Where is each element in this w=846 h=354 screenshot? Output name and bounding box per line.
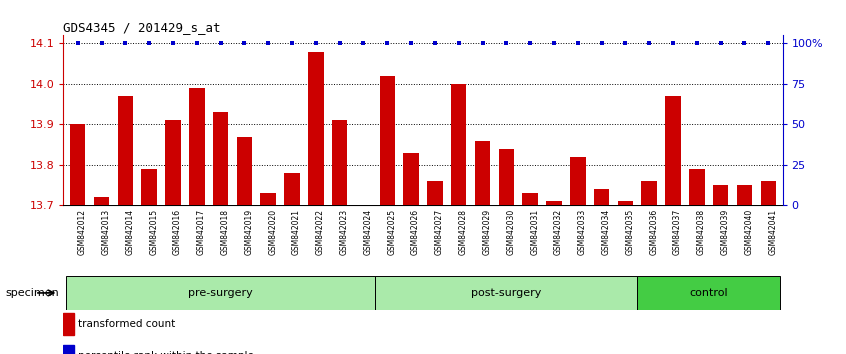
Text: GSM842041: GSM842041 (768, 209, 777, 255)
Text: GSM842025: GSM842025 (387, 209, 396, 255)
Bar (761, 181, 776, 205)
Bar (618, 201, 633, 205)
Bar (665, 96, 681, 205)
Bar (213, 112, 228, 205)
Bar (404, 153, 419, 205)
Bar (427, 181, 442, 205)
Text: GSM842033: GSM842033 (578, 209, 587, 255)
Text: GSM842039: GSM842039 (721, 209, 729, 255)
Bar (94, 197, 109, 205)
Bar (713, 185, 728, 205)
Bar (641, 181, 657, 205)
Text: specimen: specimen (5, 288, 59, 298)
Bar (237, 137, 252, 205)
Bar (66, 276, 376, 310)
Bar (118, 96, 133, 205)
Text: GSM842022: GSM842022 (316, 209, 325, 255)
Bar (376, 276, 637, 310)
Bar (332, 120, 348, 205)
Text: GSM842018: GSM842018 (221, 209, 229, 255)
Bar (189, 88, 205, 205)
Text: percentile rank within the sample: percentile rank within the sample (78, 351, 254, 354)
Text: GSM842038: GSM842038 (697, 209, 706, 255)
Bar (380, 76, 395, 205)
Text: GSM842037: GSM842037 (673, 209, 682, 255)
Bar (594, 189, 609, 205)
Text: GSM842024: GSM842024 (364, 209, 372, 255)
Bar (475, 141, 491, 205)
Bar (141, 169, 157, 205)
Bar (308, 52, 323, 205)
Text: GSM842014: GSM842014 (125, 209, 135, 255)
Text: GSM842027: GSM842027 (435, 209, 444, 255)
Text: post-surgery: post-surgery (471, 288, 541, 298)
Text: GSM842031: GSM842031 (530, 209, 539, 255)
Text: pre-surgery: pre-surgery (188, 288, 253, 298)
Bar (689, 169, 705, 205)
Bar (523, 193, 538, 205)
Bar (570, 157, 585, 205)
Bar (637, 276, 780, 310)
Text: GSM842016: GSM842016 (173, 209, 182, 255)
Text: GSM842026: GSM842026 (411, 209, 420, 255)
Text: GSM842023: GSM842023 (339, 209, 349, 255)
Text: GSM842029: GSM842029 (482, 209, 492, 255)
Text: control: control (689, 288, 728, 298)
Text: GSM842019: GSM842019 (244, 209, 254, 255)
Bar (737, 185, 752, 205)
Text: GSM842015: GSM842015 (149, 209, 158, 255)
Bar (70, 124, 85, 205)
Bar (261, 193, 276, 205)
Text: GSM842017: GSM842017 (197, 209, 206, 255)
Text: GSM842040: GSM842040 (744, 209, 754, 255)
Text: GSM842034: GSM842034 (602, 209, 611, 255)
Bar (165, 120, 181, 205)
Text: GSM842036: GSM842036 (649, 209, 658, 255)
Text: GSM842030: GSM842030 (507, 209, 515, 255)
Text: transformed count: transformed count (78, 319, 175, 330)
Text: GSM842032: GSM842032 (554, 209, 563, 255)
Bar (451, 84, 466, 205)
Bar (498, 149, 514, 205)
Bar (63, 345, 74, 354)
Text: GSM842028: GSM842028 (459, 209, 468, 255)
Bar (63, 313, 74, 335)
Text: GSM842020: GSM842020 (268, 209, 277, 255)
Bar (284, 173, 299, 205)
Text: GDS4345 / 201429_s_at: GDS4345 / 201429_s_at (63, 21, 221, 34)
Text: GSM842013: GSM842013 (102, 209, 111, 255)
Text: GSM842035: GSM842035 (625, 209, 634, 255)
Text: GSM842012: GSM842012 (78, 209, 87, 255)
Text: GSM842021: GSM842021 (292, 209, 301, 255)
Bar (547, 201, 562, 205)
